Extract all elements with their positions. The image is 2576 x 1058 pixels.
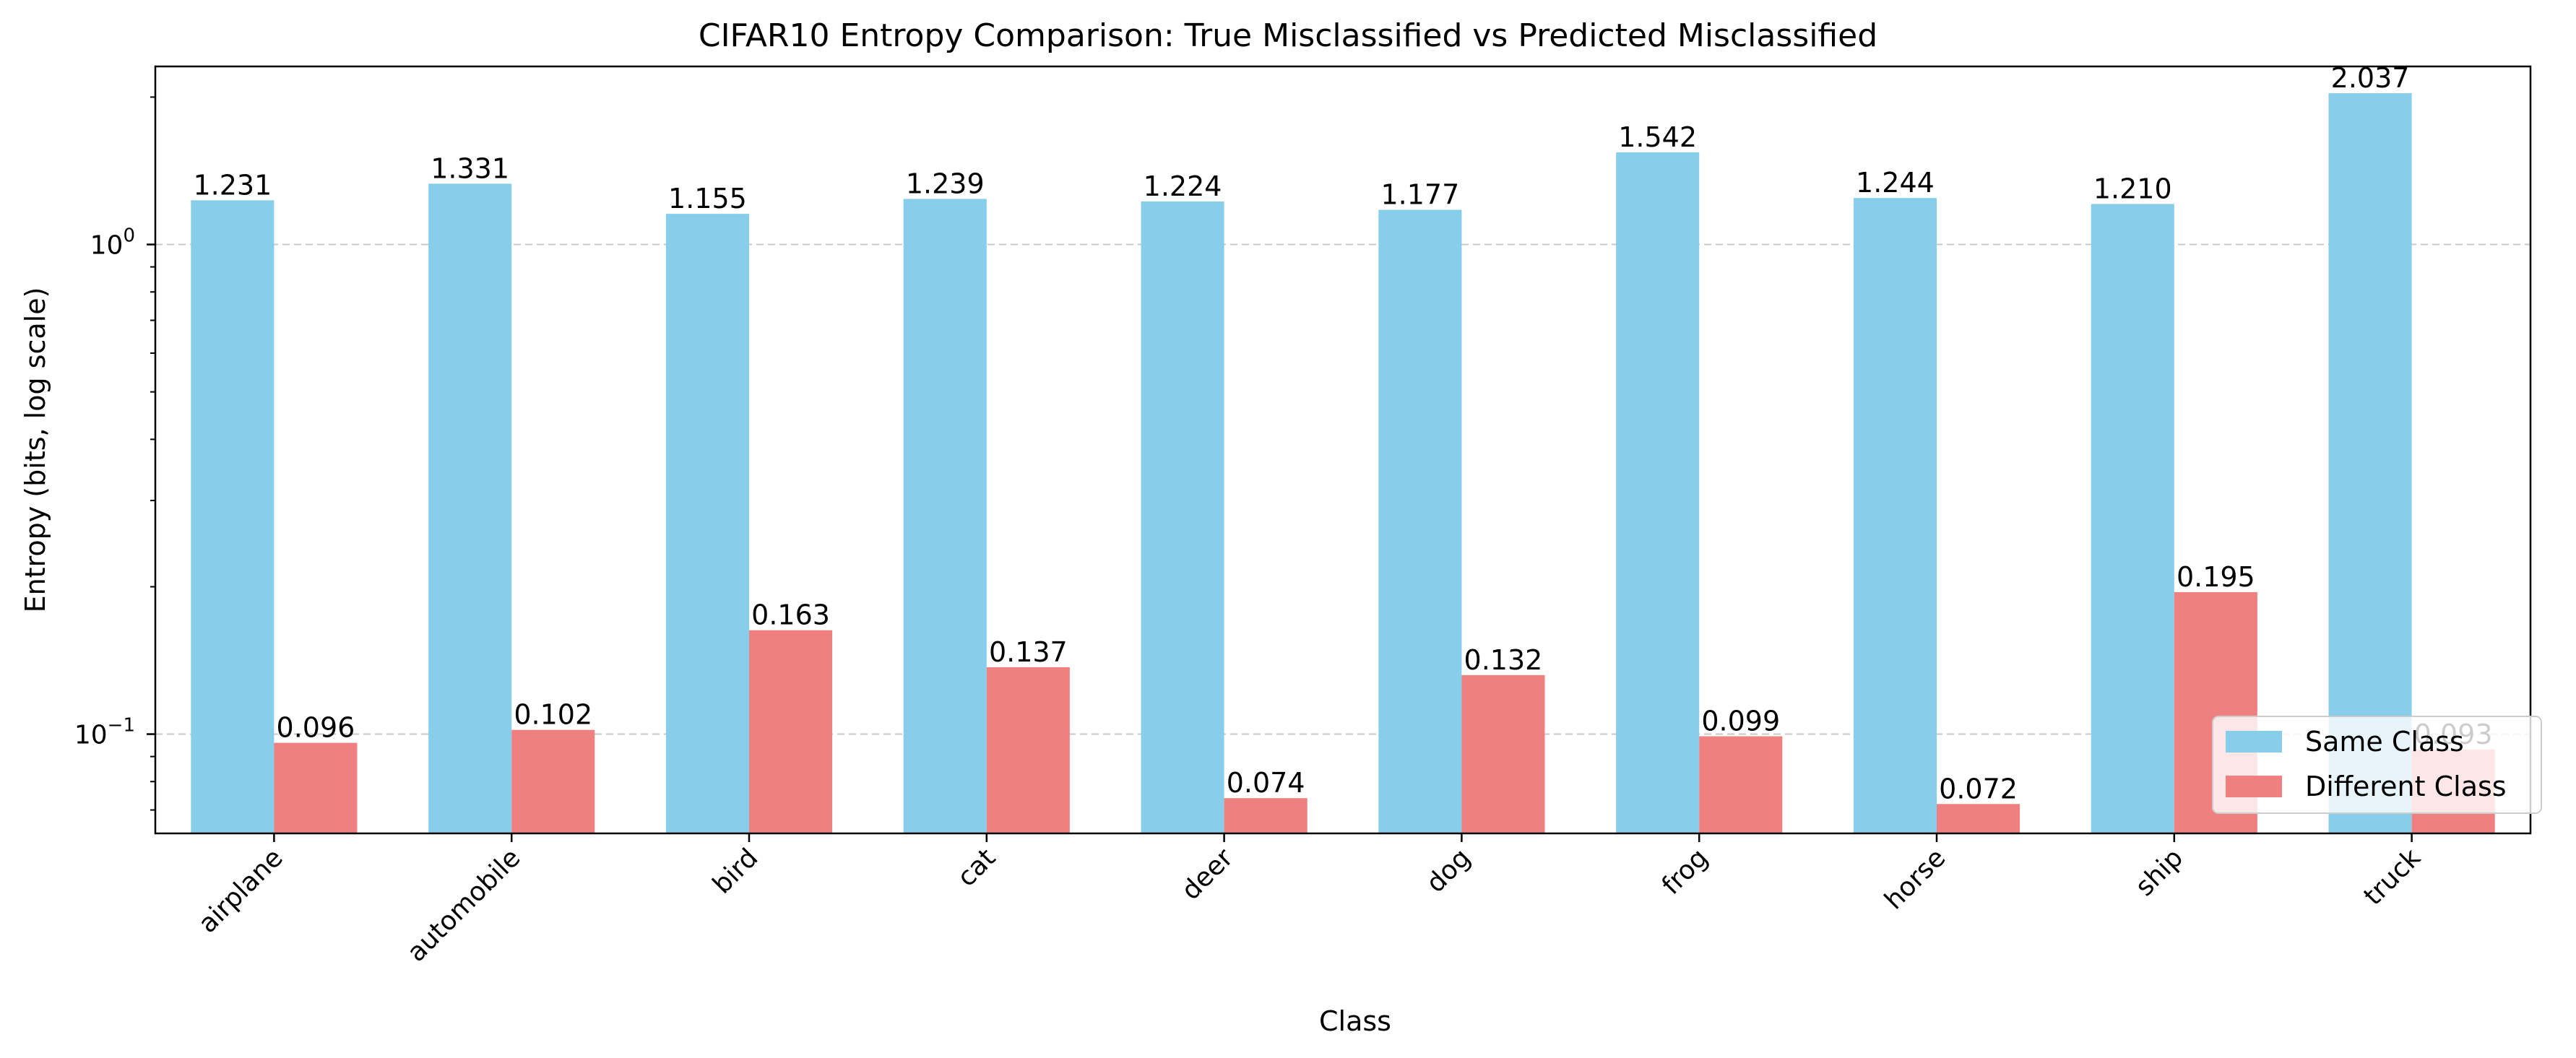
y-tick-label: 100 xyxy=(90,225,135,261)
value-label: 0.074 xyxy=(1227,767,1305,799)
legend-swatch xyxy=(2226,731,2282,753)
x-axis-label: Class xyxy=(1319,1005,1391,1037)
legend-label: Same Class xyxy=(2305,726,2464,758)
value-label: 1.224 xyxy=(1144,170,1222,202)
y-tick-base: 10 xyxy=(90,231,124,261)
y-axis-label: Entropy (bits, log scale) xyxy=(20,287,51,613)
y-tick-label: 10−1 xyxy=(74,715,135,750)
value-label: 1.331 xyxy=(431,152,509,184)
bar-different-class-frog xyxy=(1699,736,1783,833)
value-label: 1.542 xyxy=(1618,121,1697,153)
value-label: 0.102 xyxy=(514,699,592,731)
bar-different-class-deer xyxy=(1224,798,1308,833)
legend-label: Different Class xyxy=(2305,771,2507,802)
bar-same-class-truck xyxy=(2328,93,2412,833)
value-label: 1.239 xyxy=(906,168,985,199)
bar-same-class-frog xyxy=(1616,152,1700,834)
bar-same-class-airplane xyxy=(191,200,275,834)
legend-box xyxy=(2212,716,2542,814)
bar-different-class-automobile xyxy=(511,729,595,833)
bar-different-class-bird xyxy=(749,630,833,833)
bar-different-class-cat xyxy=(986,667,1070,833)
y-tick-base: 10 xyxy=(74,721,108,750)
value-label: 1.244 xyxy=(1856,167,1935,199)
bar-different-class-airplane xyxy=(274,742,358,833)
y-tick-exponent: −1 xyxy=(108,715,135,737)
bar-same-class-cat xyxy=(903,199,987,833)
value-label: 1.177 xyxy=(1380,179,1459,211)
value-label: 1.231 xyxy=(193,169,272,201)
bar-same-class-automobile xyxy=(428,183,512,834)
legend: Same Class Different Class xyxy=(2212,716,2542,814)
bar-same-class-ship xyxy=(2091,204,2174,833)
value-label: 0.096 xyxy=(277,712,355,744)
bar-same-class-dog xyxy=(1378,209,1462,834)
chart-title: CIFAR10 Entropy Comparison: True Misclas… xyxy=(699,17,1877,54)
value-label: 1.155 xyxy=(668,183,747,214)
value-label: 0.072 xyxy=(1939,773,2018,805)
bar-same-class-bird xyxy=(665,214,749,833)
legend-swatch xyxy=(2226,776,2282,797)
value-label: 0.195 xyxy=(2177,561,2255,593)
value-label: 0.137 xyxy=(989,636,1068,668)
bar-same-class-deer xyxy=(1141,201,1224,834)
bar-same-class-horse xyxy=(1853,198,1937,833)
value-label: 0.099 xyxy=(1701,706,1780,737)
bar-different-class-dog xyxy=(1461,675,1545,833)
plot-frame xyxy=(154,65,2532,835)
value-label: 0.163 xyxy=(751,599,830,631)
y-tick-exponent: 0 xyxy=(123,225,135,247)
value-label: 1.210 xyxy=(2093,173,2172,204)
value-label: 0.132 xyxy=(1464,644,1543,676)
bar-different-class-horse xyxy=(1937,804,2020,833)
bars xyxy=(191,93,2495,834)
value-label: 2.037 xyxy=(2331,62,2410,94)
